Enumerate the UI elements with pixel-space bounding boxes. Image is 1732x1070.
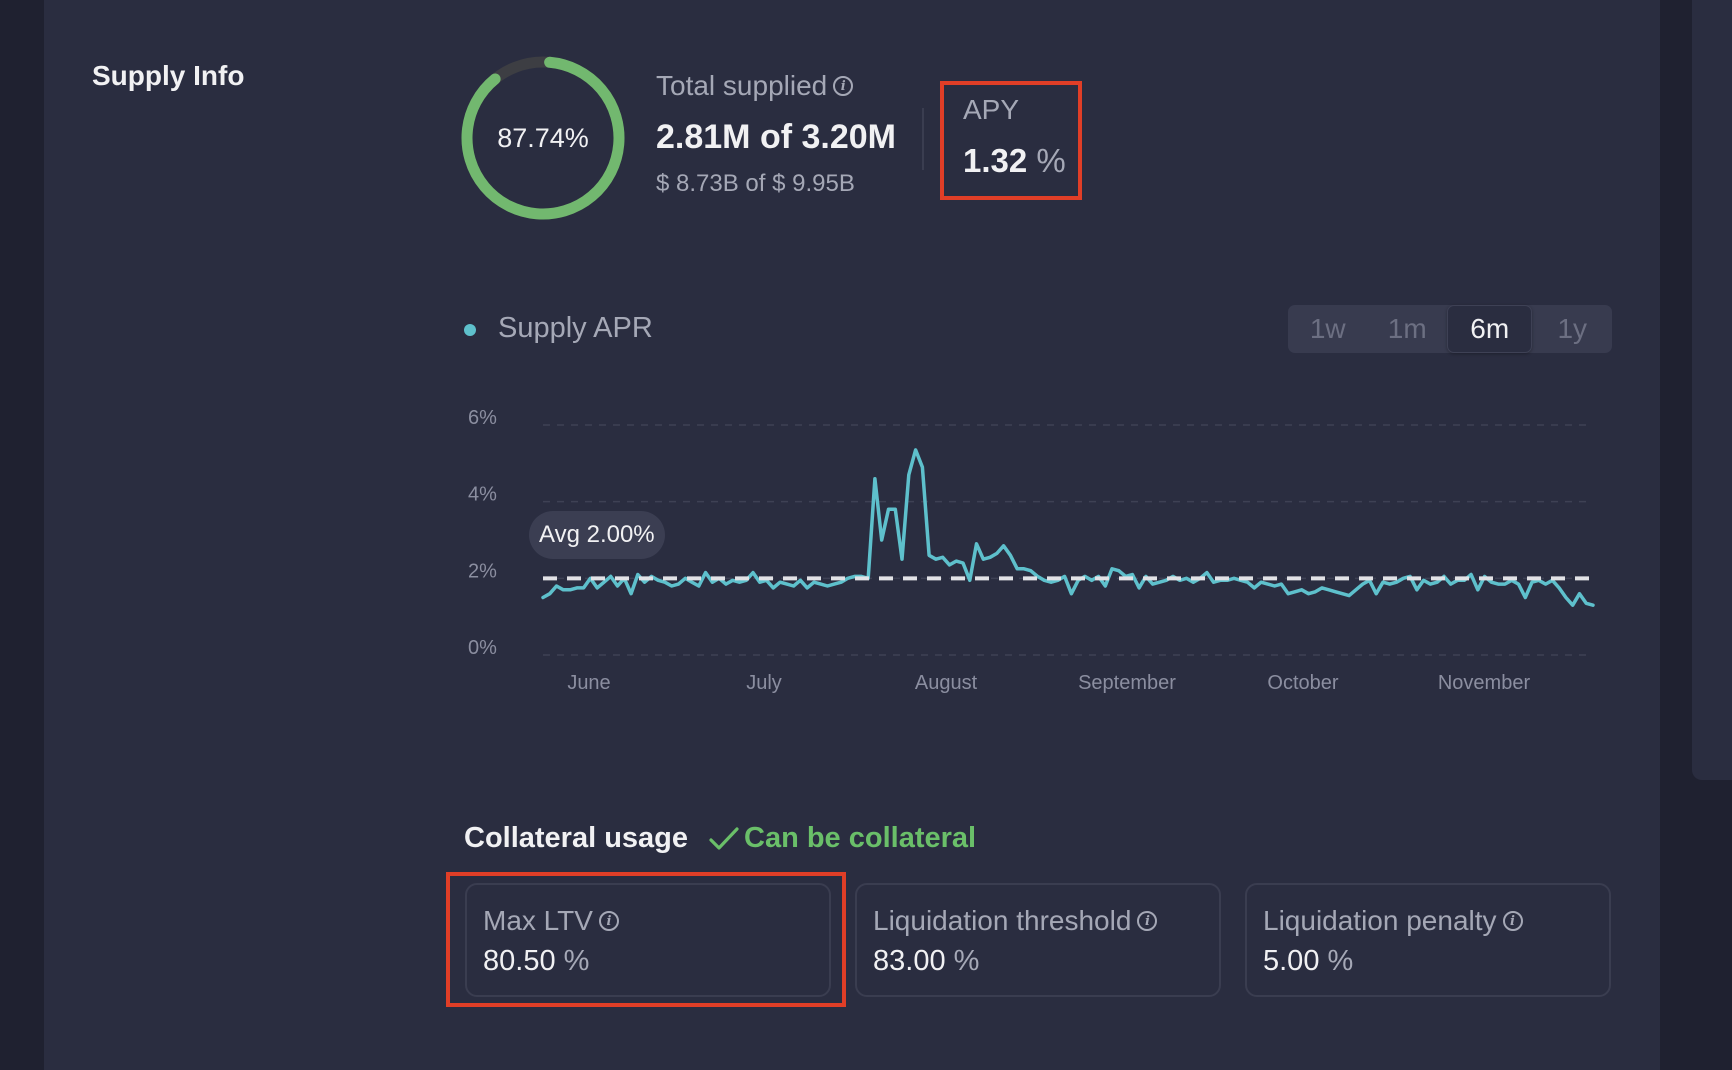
- liquidation-penalty-label: Liquidation penalty: [1263, 905, 1497, 936]
- time-range-toggle: 1w 1m 6m 1y: [1288, 305, 1612, 353]
- max-ltv-highlight-box: [446, 872, 846, 1007]
- section-title: Supply Info: [92, 60, 245, 91]
- apy-label: APY: [963, 94, 1020, 125]
- chart-legend-label: Supply APR: [498, 312, 653, 344]
- total-supplied-value: 2.81M of 3.20M: [656, 118, 896, 156]
- metric-label: Max LTV i: [483, 905, 619, 937]
- metric-label: Liquidation threshold i: [873, 905, 1158, 937]
- info-icon[interactable]: i: [598, 911, 619, 931]
- liquidation-threshold-label: Liquidation threshold: [873, 905, 1132, 936]
- metric-unit: %: [953, 945, 980, 977]
- divider: [922, 108, 924, 170]
- donut-progress-arc: [461, 56, 625, 220]
- legend-dot-icon: [464, 324, 476, 336]
- max-ltv-value: 80.50 %: [483, 945, 589, 978]
- utilization-percentage: 87.74%: [497, 122, 589, 153]
- side-panel: [1692, 0, 1732, 780]
- apy-number: 1.32: [963, 142, 1028, 179]
- total-supplied-label: Total supplied i: [656, 70, 854, 102]
- apy-unit: %: [1036, 142, 1066, 179]
- metric-number: 83.00: [873, 945, 946, 977]
- metric-unit: %: [563, 945, 590, 977]
- liquidation-threshold-value: 83.00 %: [873, 945, 979, 978]
- collateral-usage-title: Collateral usage: [464, 822, 689, 854]
- range-6m-button[interactable]: 6m: [1447, 305, 1533, 353]
- max-ltv-label: Max LTV: [483, 905, 593, 936]
- liquidation-threshold-card: Liquidation threshold i 83.00 %: [855, 883, 1221, 997]
- check-icon: [709, 826, 739, 850]
- collateral-status-text: Can be collateral: [744, 822, 977, 854]
- range-1m-button[interactable]: 1m: [1387, 313, 1427, 344]
- average-badge: Avg 2.00%: [529, 511, 665, 559]
- info-icon[interactable]: i: [1137, 911, 1158, 931]
- apy-highlight-box: [940, 81, 1082, 200]
- liquidation-penalty-value: 5.00 %: [1263, 945, 1353, 978]
- total-supplied-usd: $ 8.73B of $ 9.95B: [656, 170, 855, 197]
- max-ltv-card: Max LTV i 80.50 %: [465, 883, 831, 997]
- metric-number: 80.50: [483, 945, 556, 977]
- liquidation-penalty-card: Liquidation penalty i 5.00 %: [1245, 883, 1611, 997]
- metric-number: 5.00: [1263, 945, 1320, 977]
- utilization-donut: [461, 56, 625, 220]
- total-supplied-text: Total supplied: [656, 70, 828, 101]
- info-icon[interactable]: i: [1502, 911, 1523, 931]
- range-1w-button[interactable]: 1w: [1309, 313, 1346, 344]
- metric-unit: %: [1327, 945, 1354, 977]
- apy-value: 1.32 %: [963, 142, 1066, 180]
- metric-label: Liquidation penalty i: [1263, 905, 1523, 937]
- info-icon[interactable]: i: [833, 76, 854, 96]
- collateral-status: Can be collateral: [708, 822, 976, 855]
- range-1y-button[interactable]: 1y: [1557, 313, 1588, 344]
